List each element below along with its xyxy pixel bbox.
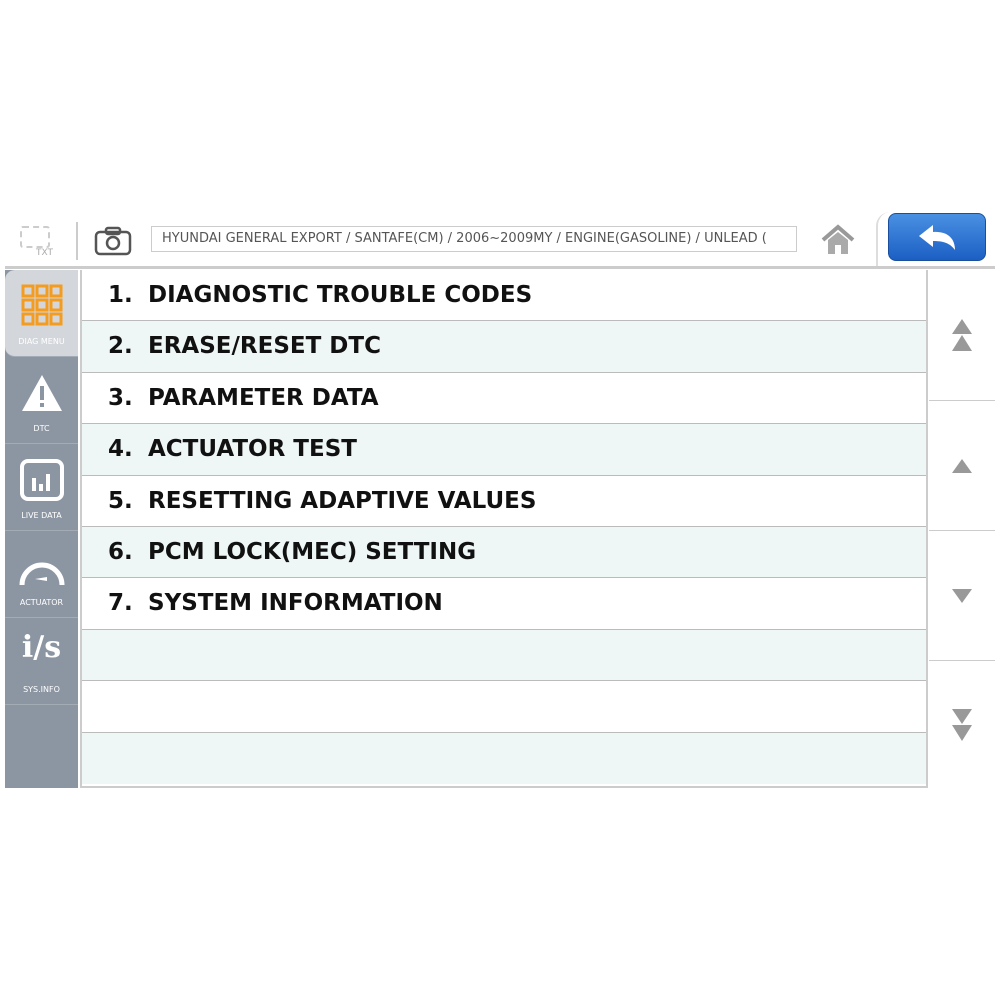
item-label: ACTUATOR TEST	[148, 436, 357, 463]
empty-row	[82, 629, 926, 682]
gauge-icon	[19, 562, 64, 586]
sidebar-item-dtc[interactable]: DTC	[5, 357, 78, 444]
menu-item[interactable]: 3. PARAMETER DATA	[82, 373, 926, 425]
txt-capture-button[interactable]: TXT	[18, 224, 58, 260]
menu-item[interactable]: 4. ACTUATOR TEST	[82, 424, 926, 476]
sidebar-item-sys-info[interactable]: i/s SYS.INFO	[5, 618, 78, 705]
item-label: DIAGNOSTIC TROUBLE CODES	[148, 282, 533, 308]
menu-item[interactable]: 5. RESETTING ADAPTIVE VALUES	[82, 476, 926, 527]
txt-label: TXT	[36, 248, 54, 258]
item-number: 3.	[108, 384, 133, 411]
diag-menu-list: 1. DIAGNOSTIC TROUBLE CODES 2. ERASE/RESET…	[80, 270, 928, 788]
sidebar-label: SYS.INFO	[23, 685, 60, 694]
info-s-icon: i/s	[21, 630, 62, 665]
page-up-button[interactable]	[929, 270, 995, 401]
back-tab	[876, 212, 1000, 268]
menu-item[interactable]: 6. PCM LOCK(MEC) SETTING	[82, 526, 926, 579]
camera-icon[interactable]	[94, 226, 132, 256]
double-up-arrow-icon	[952, 319, 972, 351]
back-arrow-icon	[919, 225, 955, 250]
grid-icon	[21, 284, 62, 326]
item-number: 6.	[108, 538, 133, 565]
page-down-button[interactable]	[929, 661, 995, 788]
sidebar-label: ACTUATOR	[19, 598, 64, 607]
sidebar-item-live-data[interactable]: LIVE DATA	[5, 444, 78, 531]
divider	[5, 266, 995, 269]
back-button[interactable]	[888, 213, 986, 261]
scroll-up-button[interactable]	[929, 401, 995, 531]
menu-item[interactable]: 2. ERASE/RESET DTC	[82, 321, 926, 373]
item-label: ERASE/RESET DTC	[148, 333, 381, 360]
divider	[76, 222, 78, 260]
warning-icon	[21, 375, 62, 411]
toolbar: TXT HYUNDAI GENERAL EXPORT / SANTAFE(CM)…	[0, 210, 1000, 270]
item-number: 2.	[108, 333, 133, 360]
item-number: 1.	[108, 282, 133, 308]
item-label: PARAMETER DATA	[148, 384, 379, 411]
capture-frame-icon	[20, 226, 50, 248]
home-icon[interactable]	[820, 224, 856, 256]
up-arrow-icon	[952, 458, 972, 473]
bar-chart-icon	[19, 459, 64, 501]
item-label: SYSTEM INFORMATION	[148, 590, 443, 617]
item-number: 7.	[108, 590, 133, 617]
empty-row	[82, 681, 926, 733]
menu-item[interactable]: 1. DIAGNOSTIC TROUBLE CODES	[82, 270, 926, 322]
sidebar-label: DTC	[33, 424, 50, 433]
menu-item[interactable]: 7. SYSTEM INFORMATION	[82, 578, 926, 630]
sidebar-item-diag-menu[interactable]: DIAG MENU	[5, 270, 78, 357]
item-label: RESETTING ADAPTIVE VALUES	[148, 487, 537, 514]
down-arrow-icon	[952, 588, 972, 603]
item-number: 4.	[108, 436, 133, 463]
double-down-arrow-icon	[952, 708, 972, 741]
item-label: PCM LOCK(MEC) SETTING	[148, 538, 477, 565]
scroll-down-button[interactable]	[929, 531, 995, 661]
sidebar-label: DIAG MENU	[18, 337, 65, 346]
empty-row	[82, 732, 926, 784]
item-number: 5.	[108, 487, 133, 514]
sidebar-label: LIVE DATA	[21, 511, 62, 520]
breadcrumb: HYUNDAI GENERAL EXPORT / SANTAFE(CM) / 2…	[151, 226, 797, 252]
sidebar-item-actuator[interactable]: ACTUATOR	[5, 531, 78, 618]
sidebar: DIAG MENU DTC LIVE DATA ACTUATOR i/s SYS…	[5, 270, 78, 788]
scroll-controls	[929, 270, 995, 788]
